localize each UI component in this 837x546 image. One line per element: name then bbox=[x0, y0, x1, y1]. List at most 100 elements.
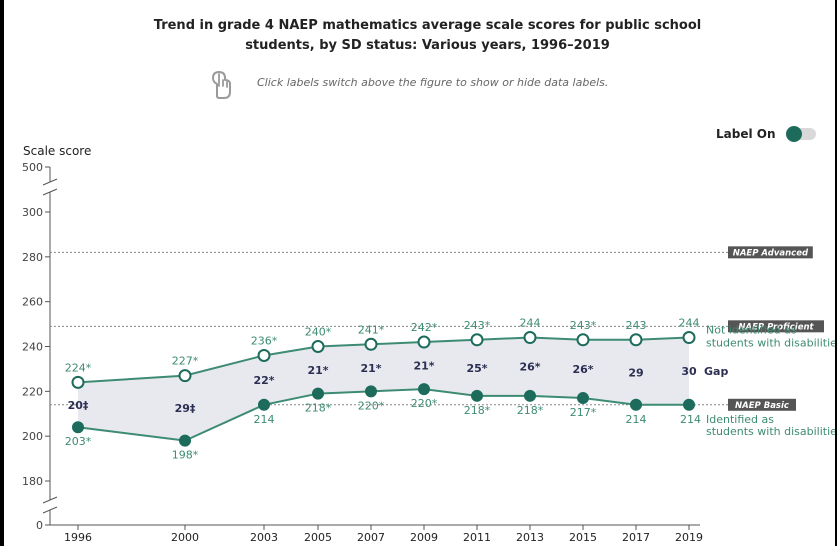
data-label-not-identified: 243 bbox=[626, 319, 647, 332]
chart-title: Trend in grade 4 NAEP mathematics averag… bbox=[4, 16, 837, 56]
y-tick-label: 300 bbox=[22, 206, 43, 219]
point-not-identified bbox=[576, 333, 590, 347]
series-name-identified-line1: Identified as bbox=[706, 413, 774, 426]
data-label-identified: 218* bbox=[464, 404, 491, 417]
point-not-identified bbox=[71, 375, 85, 389]
data-label-identified: 218* bbox=[517, 404, 544, 417]
point-identified bbox=[524, 389, 536, 402]
point-not-identified bbox=[417, 335, 431, 349]
x-tick-label: 2005 bbox=[304, 531, 332, 544]
data-label-not-identified: 236* bbox=[251, 334, 278, 347]
series-name-not-identified-line1: Not identified as bbox=[706, 324, 797, 337]
point-not-identified bbox=[364, 337, 378, 351]
point-identified bbox=[258, 398, 270, 411]
point-not-identified bbox=[682, 331, 696, 345]
x-tick-label: 1996 bbox=[64, 531, 92, 544]
gap-label: 22* bbox=[253, 374, 274, 387]
gap-label: 29‡ bbox=[175, 402, 196, 415]
reference-label: NAEP Proficient bbox=[738, 322, 814, 332]
data-label-not-identified: 224* bbox=[65, 361, 92, 374]
label-toggle[interactable]: Label On bbox=[716, 126, 816, 142]
point-identified bbox=[179, 434, 191, 447]
x-tick-label: 2017 bbox=[622, 531, 650, 544]
gap-series-name: Gap bbox=[704, 365, 728, 378]
gap-label: 26* bbox=[572, 363, 593, 376]
reference-label-bg bbox=[728, 320, 824, 333]
point-identified bbox=[683, 398, 695, 411]
y-tick-label: 280 bbox=[22, 251, 43, 264]
gap-label: 30 bbox=[681, 365, 697, 378]
series-name-not-identified-line2: students with disabilities bbox=[706, 337, 835, 350]
point-identified bbox=[72, 421, 84, 434]
data-label-identified: 214 bbox=[626, 413, 647, 426]
y-tick-label: 0 bbox=[36, 519, 43, 532]
reference-label: NAEP Advanced bbox=[733, 248, 809, 258]
hand-pointer-icon bbox=[207, 66, 237, 104]
gap-label: 21* bbox=[360, 362, 381, 375]
data-label-identified: 203* bbox=[65, 435, 92, 448]
x-tick-label: 2007 bbox=[357, 531, 385, 544]
data-label-not-identified: 243* bbox=[464, 319, 491, 332]
point-not-identified bbox=[470, 333, 484, 347]
y-tick-label: 180 bbox=[22, 475, 43, 488]
reference-label-bg bbox=[728, 246, 813, 259]
point-not-identified bbox=[629, 333, 643, 347]
y-tick-label: 260 bbox=[22, 296, 43, 309]
x-tick-label: 2003 bbox=[250, 531, 278, 544]
chart-frame: Trend in grade 4 NAEP mathematics averag… bbox=[4, 0, 835, 546]
data-label-identified: 214 bbox=[254, 413, 275, 426]
y-tick-label: 240 bbox=[22, 341, 43, 354]
point-identified bbox=[471, 389, 483, 402]
y-tick-label: 220 bbox=[22, 385, 43, 398]
hint-text: Click labels switch above the figure to … bbox=[257, 76, 609, 89]
y-axis-label: Scale score bbox=[23, 144, 91, 158]
chart-title-line2: students, by SD status: Various years, 1… bbox=[245, 38, 610, 53]
axis-break-mark bbox=[42, 506, 58, 514]
axis-break-mark bbox=[42, 178, 58, 186]
label-toggle-text: Label On bbox=[716, 127, 776, 141]
data-label-not-identified: 244 bbox=[520, 317, 541, 330]
gap-label: 21* bbox=[307, 364, 328, 377]
gap-band bbox=[78, 337, 689, 441]
x-tick-label: 2009 bbox=[410, 531, 438, 544]
data-label-identified: 217* bbox=[570, 406, 597, 419]
chart-canvas: Scale score 0 180 200 220 240 260 280 300 500 1996… bbox=[22, 144, 835, 544]
point-identified bbox=[630, 398, 642, 411]
data-label-identified: 218* bbox=[305, 402, 332, 415]
point-identified bbox=[418, 383, 430, 396]
y-tick-label: 500 bbox=[22, 161, 43, 174]
data-label-identified: 220* bbox=[411, 397, 438, 410]
data-label-not-identified: 227* bbox=[172, 355, 199, 368]
point-identified bbox=[577, 392, 589, 405]
x-tick-label: 2013 bbox=[516, 531, 544, 544]
data-label-not-identified: 241* bbox=[358, 323, 385, 336]
axis-break-mark bbox=[42, 496, 58, 504]
axis-break-mark bbox=[42, 188, 58, 196]
gap-label: 21* bbox=[413, 360, 434, 373]
data-label-identified: 214 bbox=[680, 413, 701, 426]
data-label-not-identified: 243* bbox=[570, 319, 597, 332]
gap-label: 29 bbox=[628, 366, 643, 379]
point-not-identified bbox=[311, 340, 325, 353]
gap-label: 26* bbox=[519, 361, 540, 374]
gap-label: 20‡ bbox=[68, 399, 89, 412]
gap-label: 25* bbox=[466, 362, 487, 375]
data-label-identified: 198* bbox=[172, 449, 199, 462]
reference-label-bg bbox=[728, 398, 796, 411]
x-tick-label: 2011 bbox=[463, 531, 491, 544]
x-tick-label: 2019 bbox=[675, 531, 703, 544]
point-identified bbox=[312, 387, 324, 400]
toggle-switch[interactable] bbox=[785, 126, 816, 142]
toggle-knob bbox=[785, 126, 802, 142]
chart-title-line1: Trend in grade 4 NAEP mathematics averag… bbox=[153, 18, 702, 33]
point-identified bbox=[365, 385, 377, 398]
reference-label: NAEP Basic bbox=[735, 401, 789, 411]
series-name-identified-line2: students with disabilities bbox=[706, 425, 835, 438]
data-label-not-identified: 242* bbox=[411, 321, 438, 334]
x-tick-label: 2000 bbox=[171, 531, 199, 544]
data-label-identified: 220* bbox=[358, 399, 385, 412]
y-tick-label: 200 bbox=[22, 430, 43, 443]
x-tick-label: 2015 bbox=[569, 531, 597, 544]
data-label-not-identified: 244 bbox=[679, 317, 700, 330]
data-label-not-identified: 240* bbox=[305, 326, 332, 339]
